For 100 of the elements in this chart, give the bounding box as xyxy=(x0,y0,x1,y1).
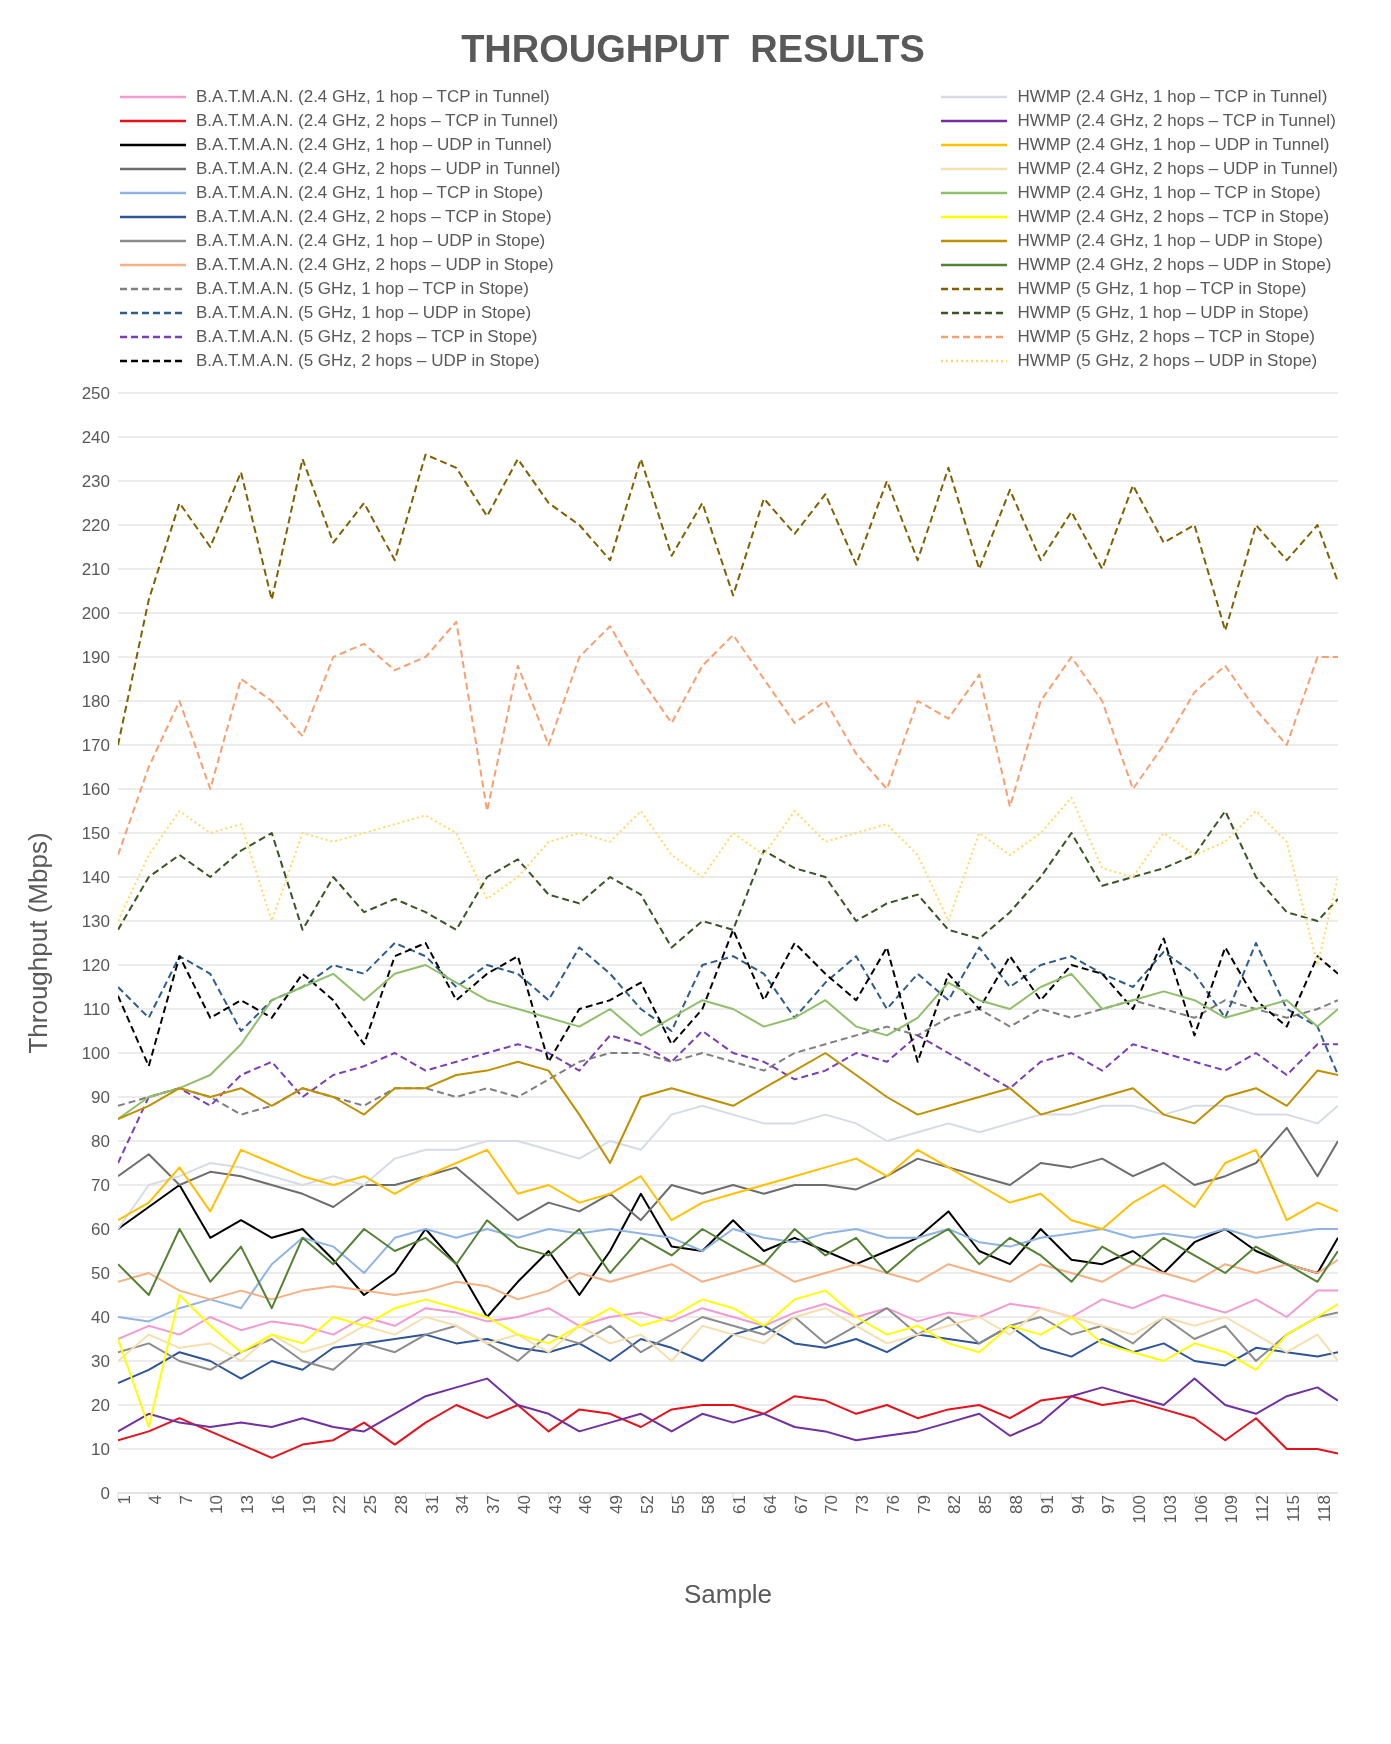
x-tick-label: 109 xyxy=(1222,1495,1242,1524)
y-tick-label: 120 xyxy=(81,956,110,976)
legend-label: HWMP (2.4 GHz, 2 hops – TCP in Stope) xyxy=(1017,207,1330,227)
legend-label: B.A.T.M.A.N. (2.4 GHz, 2 hops – UDP in Tunnel) xyxy=(196,159,561,179)
x-tick-label: 88 xyxy=(1007,1495,1026,1514)
legend-label: B.A.T.M.A.N. (2.4 GHz, 1 hop – TCP in Tunnel) xyxy=(196,87,550,107)
y-tick-label: 200 xyxy=(81,604,110,624)
legend-label: HWMP (5 GHz, 2 hops – UDP in Stope) xyxy=(1017,351,1318,371)
y-tick-label: 240 xyxy=(81,428,110,448)
x-tick-label: 28 xyxy=(391,1495,411,1514)
legend-label: B.A.T.M.A.N. (5 GHz, 2 hops – UDP in Stope) xyxy=(196,351,540,371)
y-tick-label: 170 xyxy=(81,736,110,756)
y-tick-label: 110 xyxy=(82,1000,110,1020)
line-series xyxy=(118,1052,1338,1164)
legend-label: HWMP (2.4 GHz, 1 hop – TCP in Stope) xyxy=(1017,183,1321,203)
x-tick-label: 37 xyxy=(484,1495,504,1514)
x-tick-label: 10 xyxy=(207,1495,227,1514)
line-series xyxy=(118,1104,1338,1230)
line-series xyxy=(118,1126,1338,1222)
line-series xyxy=(118,796,1338,966)
line-series xyxy=(118,1377,1338,1442)
legend-label: HWMP (2.4 GHz, 1 hop – UDP in Stope) xyxy=(1017,231,1323,251)
line-series xyxy=(118,620,1338,856)
line-series xyxy=(118,964,1338,1120)
y-tick-label: 10 xyxy=(91,1440,110,1460)
y-tick-label: 150 xyxy=(81,824,110,844)
x-tick-label: 106 xyxy=(1191,1495,1211,1524)
line-series xyxy=(118,1289,1338,1428)
y-tick-label: 180 xyxy=(81,692,110,712)
legend-label: HWMP (2.4 GHz, 1 hop – TCP in Tunnel) xyxy=(1017,87,1328,107)
legend-label: HWMP (2.4 GHz, 1 hop – UDP in Tunnel) xyxy=(1017,135,1330,155)
line-series xyxy=(118,1258,1338,1301)
x-tick-label: 58 xyxy=(699,1495,719,1514)
x-tick-label: 97 xyxy=(1099,1495,1119,1514)
legend-label: B.A.T.M.A.N. (2.4 GHz, 2 hops – TCP in Stope) xyxy=(196,207,552,227)
line-series xyxy=(118,1184,1338,1318)
x-tick-label: 61 xyxy=(730,1495,750,1514)
x-tick-label: 67 xyxy=(791,1495,811,1514)
y-tick-label: 190 xyxy=(81,648,110,668)
x-tick-label: 43 xyxy=(545,1495,565,1514)
line-series xyxy=(118,1395,1338,1459)
x-tick-label: 52 xyxy=(637,1495,657,1514)
y-tick-label: 80 xyxy=(91,1132,110,1152)
x-tick-label: 73 xyxy=(853,1495,873,1514)
y-tick-label: 20 xyxy=(91,1396,110,1416)
y-tick-label: 160 xyxy=(81,780,110,800)
legend-label: B.A.T.M.A.N. (2.4 GHz, 1 hop – TCP in Stope) xyxy=(196,183,544,203)
x-tick-label: 13 xyxy=(238,1495,258,1514)
x-tick-label: 64 xyxy=(760,1495,780,1514)
legend-label: HWMP (5 GHz, 1 hop – TCP in Stope) xyxy=(1017,279,1307,299)
legend-label: B.A.T.M.A.N. (2.4 GHz, 1 hop – UDP in Tunnel) xyxy=(196,135,552,155)
y-tick-label: 50 xyxy=(91,1264,110,1284)
x-tick-label: 82 xyxy=(945,1495,965,1514)
line-series xyxy=(118,1148,1338,1230)
legend-label: B.A.T.M.A.N. (5 GHz, 2 hops – TCP in Stope) xyxy=(196,327,538,347)
x-tick-label: 7 xyxy=(176,1495,196,1505)
x-tick-label: 16 xyxy=(268,1495,288,1514)
y-tick-label: 70 xyxy=(91,1176,110,1196)
y-tick-label: 130 xyxy=(81,912,110,932)
x-axis-title: Sample xyxy=(683,1579,773,1609)
x-tick-label: 46 xyxy=(576,1495,596,1514)
y-tick-label: 30 xyxy=(91,1352,110,1372)
x-tick-label: 49 xyxy=(607,1495,627,1514)
y-axis-title: Throughput (Mbps) xyxy=(23,832,54,1054)
x-tick-label: 76 xyxy=(883,1495,903,1514)
x-tick-label: 115 xyxy=(1283,1495,1303,1523)
x-tick-label: 91 xyxy=(1037,1495,1057,1514)
x-tick-label: 4 xyxy=(145,1495,165,1505)
x-tick-label: 40 xyxy=(514,1495,534,1514)
legend-label: HWMP (5 GHz, 2 hops – TCP in Stope) xyxy=(1017,327,1316,347)
legend-label: B.A.T.M.A.N. (5 GHz, 1 hop – TCP in Stope) xyxy=(196,279,529,299)
y-tick-label: 90 xyxy=(91,1088,110,1108)
line-series xyxy=(118,1324,1338,1384)
y-tick-label: 60 xyxy=(91,1220,110,1240)
x-tick-label: 1 xyxy=(115,1495,135,1505)
x-tick-label: 103 xyxy=(1160,1495,1180,1524)
x-tick-label: 94 xyxy=(1068,1495,1088,1514)
x-tick-label: 34 xyxy=(453,1495,473,1514)
x-tick-label: 100 xyxy=(1130,1495,1150,1524)
line-series xyxy=(118,810,1338,949)
legend-label: B.A.T.M.A.N. (5 GHz, 1 hop – UDP in Stope) xyxy=(196,303,532,323)
y-tick-label: 230 xyxy=(81,472,110,492)
legend-label: HWMP (2.4 GHz, 2 hops – UDP in Tunnel) xyxy=(1017,159,1338,179)
y-tick-label: 210 xyxy=(81,560,110,580)
x-tick-label: 31 xyxy=(422,1495,442,1514)
x-tick-label: 85 xyxy=(976,1495,996,1514)
x-tick-label: 112 xyxy=(1253,1495,1273,1523)
x-tick-label: 79 xyxy=(914,1495,934,1514)
y-tick-label: 140 xyxy=(81,868,110,888)
line-series xyxy=(118,1289,1338,1340)
legend-label: HWMP (2.4 GHz, 2 hops – UDP in Stope) xyxy=(1017,255,1332,275)
line-series xyxy=(118,1030,1338,1164)
y-tick-label: 250 xyxy=(81,384,110,404)
x-tick-label: 70 xyxy=(822,1495,842,1514)
line-series xyxy=(118,453,1338,746)
legend-label: B.A.T.M.A.N. (2.4 GHz, 1 hop – UDP in Stope) xyxy=(196,231,546,251)
y-tick-label: 220 xyxy=(81,516,110,536)
legend-label: HWMP (2.4 GHz, 2 hops – TCP in Tunnel) xyxy=(1017,111,1336,131)
legend-label: B.A.T.M.A.N. (2.4 GHz, 2 hops – UDP in Stope) xyxy=(196,255,554,275)
x-tick-label: 19 xyxy=(299,1495,319,1514)
